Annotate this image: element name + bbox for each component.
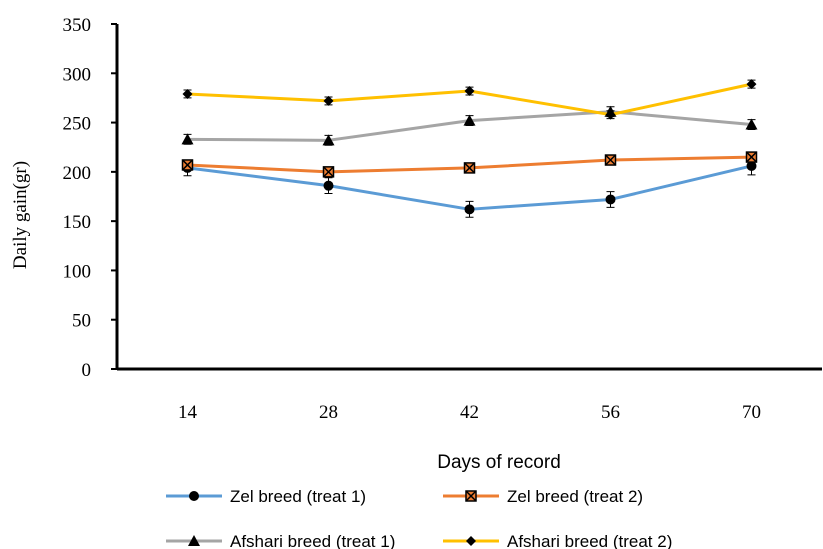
data-point (323, 95, 334, 106)
y-tick-label: 200 (63, 163, 92, 184)
data-point (604, 154, 617, 166)
data-point (464, 204, 475, 215)
legend-item: Afshari breed (treat 2) (443, 532, 672, 549)
y-tick-label: 350 (63, 15, 92, 36)
data-point (605, 109, 616, 120)
data-point (323, 180, 334, 191)
data-point (322, 166, 335, 178)
data-point (181, 159, 194, 171)
y-tick-label: 300 (63, 64, 92, 85)
x-tick-label: 70 (742, 402, 761, 423)
data-point (746, 160, 757, 171)
data-point (605, 194, 616, 205)
legend: Zel breed (treat 1) Zel breed (treat 2) Af… (166, 487, 672, 549)
data-point (181, 133, 194, 145)
legend-label: Afshari breed (treat 2) (507, 532, 672, 549)
y-tick-label: 150 (63, 212, 92, 233)
x-tick-label: 28 (319, 402, 338, 423)
data-point (463, 114, 476, 126)
series-layer (181, 79, 758, 218)
legend-label: Zel breed (treat 2) (507, 487, 643, 506)
data-point (463, 162, 476, 174)
series-2 (181, 151, 758, 178)
legend-label: Zel breed (treat 1) (230, 487, 366, 506)
series-4 (182, 79, 757, 120)
series-3 (181, 105, 758, 146)
y-axis-ticks: 0 50 100 150 200 250 300 350 (63, 15, 117, 381)
y-tick-label: 250 (63, 114, 92, 135)
legend-marker (465, 490, 477, 502)
legend-label: Afshari breed (treat 1) (230, 532, 395, 549)
x-axis-ticks: 14 28 42 56 70 (178, 402, 761, 423)
y-tick-label: 100 (63, 261, 92, 282)
data-point (745, 151, 758, 163)
data-point (464, 86, 475, 97)
y-tick-label: 0 (82, 360, 92, 381)
x-tick-label: 42 (460, 402, 479, 423)
x-axis-label: Days of record (437, 452, 561, 473)
legend-marker (188, 535, 200, 546)
x-tick-label: 14 (178, 402, 198, 423)
legend-item: Afshari breed (treat 1) (166, 532, 395, 549)
y-axis-label: Daily gain(gr) (10, 161, 31, 269)
data-point (746, 79, 757, 90)
legend-item: Zel breed (treat 1) (166, 487, 366, 506)
data-point (182, 88, 193, 99)
legend-marker (189, 491, 199, 501)
legend-marker (466, 536, 476, 546)
x-tick-label: 56 (601, 402, 620, 423)
data-point (745, 118, 758, 130)
legend-item: Zel breed (treat 2) (443, 487, 643, 506)
data-point (322, 134, 335, 146)
y-tick-label: 50 (72, 311, 91, 332)
